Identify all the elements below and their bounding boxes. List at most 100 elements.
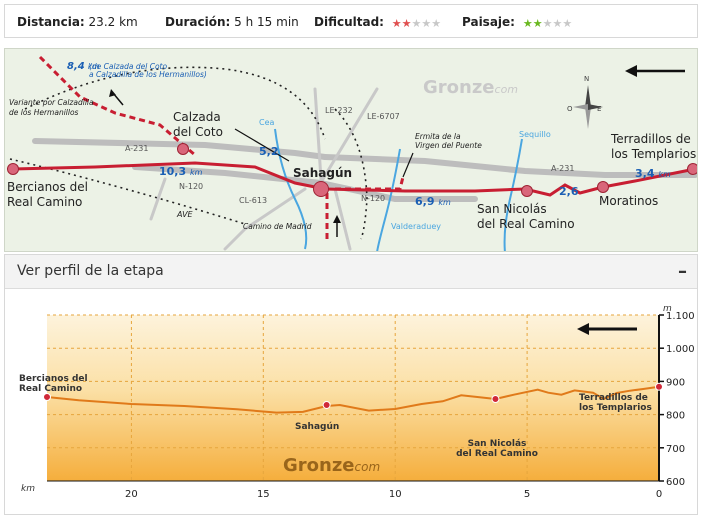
star-icon: ★ xyxy=(401,16,412,30)
variant-route xyxy=(38,55,196,157)
label-moratinos: Moratinos xyxy=(599,194,658,208)
star-icon: ★ xyxy=(411,16,422,30)
landscape-rating: ★★★★★ xyxy=(523,6,572,40)
road-labels: A-231 A-231 N-120 N-120 LE-232 LE-6707 C… xyxy=(125,106,574,231)
distance-label: Distancia: xyxy=(17,15,85,29)
road-cl613 xyxy=(223,187,307,251)
route-map-svg: N O E Gronzecom Bercianos del Real Camino… xyxy=(7,55,699,251)
landscape-label: Paisaje: xyxy=(462,15,515,29)
road-n120-branch xyxy=(149,177,167,221)
label-n120-west: N-120 xyxy=(179,182,203,191)
marker-terradillos[interactable] xyxy=(687,163,699,175)
distance-seg1: 10,3 km xyxy=(159,165,203,178)
river-sequillo xyxy=(503,138,523,251)
stop-label-bercianos: Bercianos del Real Camino xyxy=(19,374,88,394)
duration-label: Duración: xyxy=(165,15,231,29)
profile-toggle-label[interactable]: Ver perfil de la etapa xyxy=(17,263,164,279)
label-camino-madrid: Camino de Madrid xyxy=(243,222,312,231)
x-tick-label: 20 xyxy=(125,489,138,500)
x-tick-label: 0 xyxy=(656,489,662,500)
star-icon: ★ xyxy=(552,16,563,30)
marker-bercianos[interactable] xyxy=(7,163,19,175)
distance-seg4: 2,6 xyxy=(559,185,579,198)
road-a231-west xyxy=(32,138,328,160)
y-tick-label: 700 xyxy=(666,444,685,455)
difficulty-label: Dificultad: xyxy=(314,15,384,29)
y-tick-label: 600 xyxy=(666,477,685,488)
river-cea xyxy=(274,128,308,250)
x-unit-label: km xyxy=(21,484,35,494)
profile-header[interactable]: Ver perfil de la etapa – xyxy=(5,255,697,289)
star-icon: ★ xyxy=(522,16,533,30)
ave-line xyxy=(9,158,246,225)
chart-plot-area xyxy=(47,315,659,481)
elevation-profile-panel: Ver perfil de la etapa – 1.100 1.000 900 80… xyxy=(4,254,698,515)
compass-n: N xyxy=(584,75,589,83)
marker-san-nicolas[interactable] xyxy=(521,185,533,197)
elevation-chart: 1.100 1.000 900 800 700 600 20 15 10 5 0 m km Gro… xyxy=(19,304,695,500)
label-terradillos: Terradillos de los Templarios xyxy=(610,132,696,161)
distance-calzadilla-note: (de Calzada del Coto a Calzadilla de los … xyxy=(89,62,207,79)
stop-point[interactable] xyxy=(43,393,51,402)
map-brand: Gronzecom xyxy=(423,77,518,98)
landscape-stat: Paisaje: ★★★★★ xyxy=(462,5,572,40)
star-icon: ★ xyxy=(562,16,573,30)
minor-roads xyxy=(149,87,379,251)
difficulty-stat: Dificultad: ★★★★★ xyxy=(314,5,441,40)
rivers xyxy=(274,128,523,251)
label-le232: LE-232 xyxy=(325,106,353,115)
star-icon: ★ xyxy=(532,16,543,30)
compass-o: O xyxy=(567,105,573,113)
variant-arrow xyxy=(109,89,124,106)
marker-sahagun[interactable] xyxy=(313,181,329,197)
road-a231-east xyxy=(322,154,697,178)
label-a231-east: A-231 xyxy=(551,164,574,173)
star-icon: ★ xyxy=(542,16,553,30)
main-route xyxy=(12,161,696,197)
railway-east xyxy=(334,108,368,240)
label-le6707: LE-6707 xyxy=(367,112,400,121)
variante-line xyxy=(24,66,326,140)
route-direction-arrow xyxy=(625,65,685,77)
y-tick-label: 1.100 xyxy=(666,311,695,322)
river-valderaduey xyxy=(376,148,401,251)
stage-stats-bar: Distancia: 23.2 km Duración: 5 h 15 min … xyxy=(4,4,698,38)
sahagun-pointer xyxy=(234,128,290,162)
label-calzada: Calzada del Coto xyxy=(173,110,223,139)
x-tick-label: 10 xyxy=(389,489,402,500)
marker-calzada[interactable] xyxy=(177,143,189,155)
stop-point[interactable] xyxy=(491,394,500,403)
distance-labels: 8,4 km (de Calzada del Coto a Calzadilla … xyxy=(67,61,671,208)
madrid-arrow xyxy=(333,215,341,237)
y-unit-label: m xyxy=(663,304,672,314)
star-icon: ★ xyxy=(431,16,442,30)
railways xyxy=(9,66,368,240)
distance-stat: Distancia: 23.2 km xyxy=(17,5,138,39)
label-cl613: CL-613 xyxy=(239,196,267,205)
marker-moratinos[interactable] xyxy=(597,181,609,193)
x-tick-label: 5 xyxy=(524,489,530,500)
label-bercianos: Bercianos del Real Camino xyxy=(7,180,88,209)
stop-labels: Bercianos del Real Camino Sahagún San Nic… xyxy=(19,374,652,459)
elevation-line xyxy=(46,385,660,414)
label-valderaduey: Valderaduey xyxy=(391,222,441,231)
stop-point[interactable] xyxy=(322,400,331,409)
road-le6707 xyxy=(321,87,379,181)
collapse-button[interactable]: – xyxy=(678,261,687,282)
label-sahagun: Sahagún xyxy=(293,166,352,180)
chart-grid xyxy=(47,314,659,482)
y-tick-label: 900 xyxy=(666,377,685,388)
route-map[interactable]: N O E Gronzecom Bercianos del Real Camino… xyxy=(4,48,698,252)
distance-seg3: 6,9 km xyxy=(415,195,451,208)
ermita-arrow xyxy=(402,152,414,178)
label-n120-east: N-120 xyxy=(361,194,385,203)
stop-points xyxy=(43,382,663,409)
label-ermita: Ermita de la Virgen del Puente xyxy=(415,132,482,150)
duration-stat: Duración: 5 h 15 min xyxy=(165,5,299,39)
star-icon: ★ xyxy=(421,16,432,30)
stop-point[interactable] xyxy=(655,382,663,391)
river-labels: Cea Sequillo Valderaduey xyxy=(259,118,551,231)
y-tick-label: 1.000 xyxy=(666,344,695,355)
label-a231-west: A-231 xyxy=(125,144,148,153)
label-ave: AVE xyxy=(176,210,194,219)
